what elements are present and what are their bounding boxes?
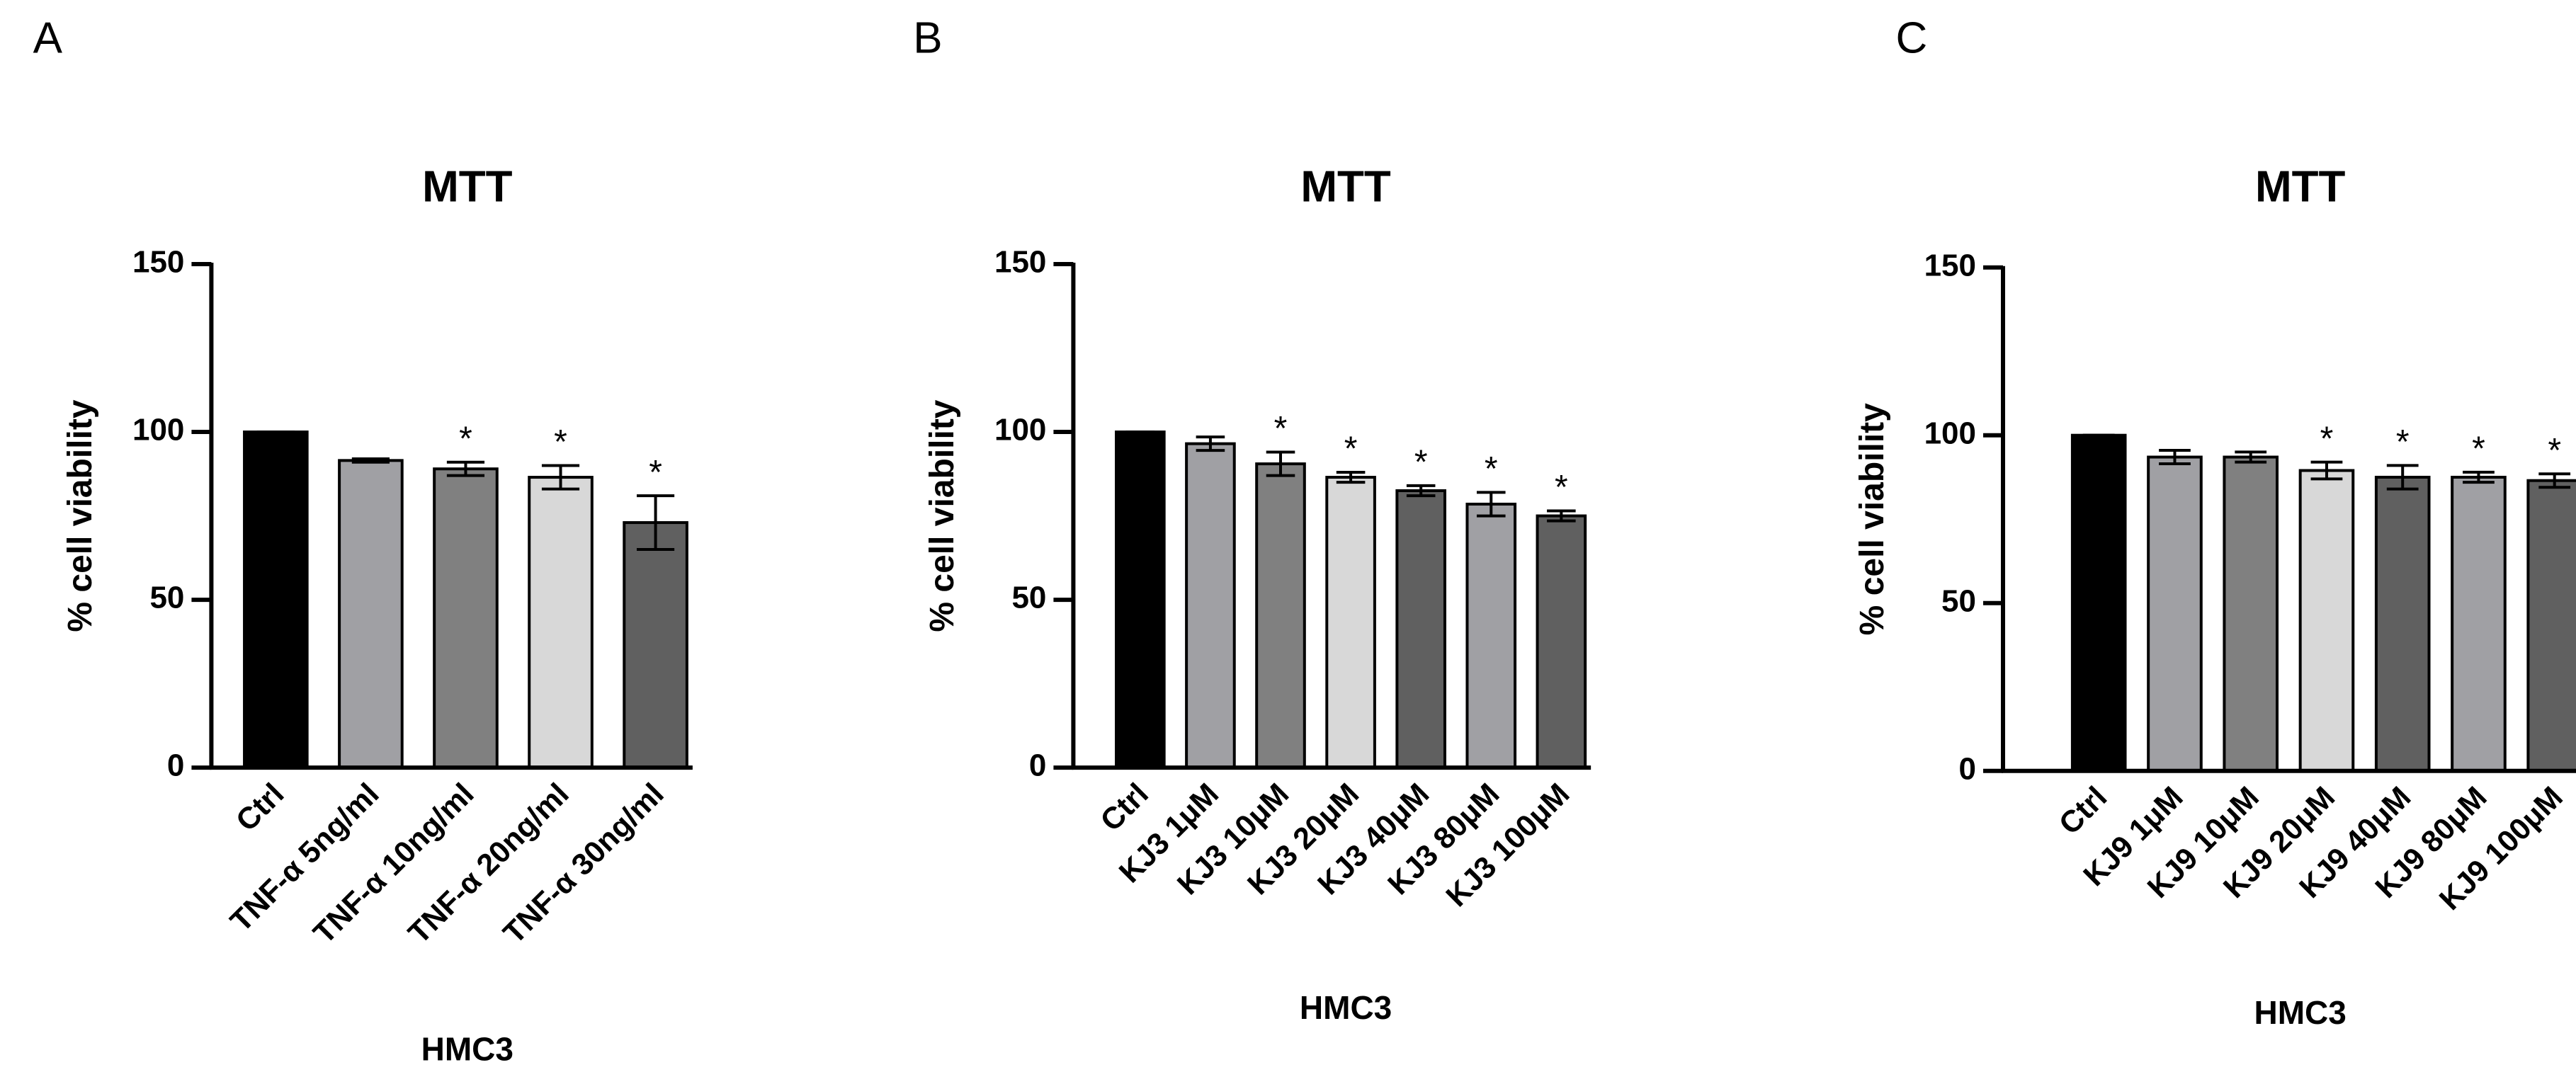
error-bar xyxy=(2310,460,2343,481)
panel-label: C xyxy=(1895,14,1927,63)
bar xyxy=(1536,514,1587,770)
significance-marker: * xyxy=(459,420,472,457)
x-tick-label: Ctrl xyxy=(2053,780,2113,841)
significance-marker: * xyxy=(554,423,567,461)
error-bar xyxy=(351,457,390,464)
error-bar xyxy=(1406,484,1436,498)
bar xyxy=(2451,475,2507,772)
significance-marker: * xyxy=(1485,450,1498,488)
chart-title: MTT xyxy=(422,162,513,211)
chart-title: MTT xyxy=(2255,162,2346,211)
significance-marker: * xyxy=(649,454,662,491)
bar xyxy=(2298,469,2355,772)
significance-marker: * xyxy=(1344,430,1358,468)
error-bar xyxy=(1476,491,1506,518)
bar xyxy=(433,467,499,770)
error-bar xyxy=(446,460,485,477)
y-tick-label: 100 xyxy=(132,413,184,447)
y-axis-label: % cell viability xyxy=(924,399,961,632)
bar xyxy=(1115,430,1166,770)
chart-title: MTT xyxy=(1300,162,1391,211)
bar xyxy=(623,521,688,770)
panel-label: A xyxy=(33,14,63,63)
error-bar xyxy=(1196,435,1225,452)
panel-label: B xyxy=(913,14,942,63)
bar xyxy=(1465,502,1517,770)
y-tick-label: 0 xyxy=(167,748,184,783)
significance-marker: * xyxy=(2548,432,2561,469)
significance-marker: * xyxy=(2472,430,2485,468)
y-tick-label: 0 xyxy=(1959,751,1976,786)
significance-marker: * xyxy=(1274,410,1288,447)
y-tick-label: 50 xyxy=(1941,583,1976,618)
x-axis-label: HMC3 xyxy=(421,1030,514,1067)
error-bar xyxy=(541,464,580,491)
x-tick-label: TNF-α 20ng/ml xyxy=(402,777,575,950)
error-bar xyxy=(1547,509,1576,523)
bar xyxy=(1325,476,1376,770)
y-tick-label: 150 xyxy=(1924,248,1976,283)
y-tick-label: 150 xyxy=(132,245,184,280)
significance-marker: * xyxy=(1414,444,1428,481)
bar xyxy=(2526,479,2576,772)
error-bar xyxy=(1336,470,1366,484)
x-axis-label: HMC3 xyxy=(1300,989,1392,1026)
significance-marker: * xyxy=(2396,423,2410,461)
error-bar xyxy=(1266,450,1295,477)
y-tick-label: 0 xyxy=(1029,748,1046,783)
significance-marker: * xyxy=(1555,469,1568,506)
bar xyxy=(338,459,404,770)
error-bar xyxy=(636,494,675,551)
bar xyxy=(1395,489,1446,770)
x-tick-label: TNF-α 10ng/ml xyxy=(307,777,480,950)
bar xyxy=(243,430,309,770)
x-axis-label: HMC3 xyxy=(2254,994,2346,1031)
bar xyxy=(528,476,594,770)
error-bar xyxy=(2386,464,2419,491)
bar xyxy=(2147,455,2203,772)
error-bar xyxy=(2159,449,2191,466)
x-tick-label: Ctrl xyxy=(229,777,290,838)
bar xyxy=(2070,433,2127,772)
y-axis-label: % cell viability xyxy=(1854,403,1891,635)
y-tick-label: 100 xyxy=(994,413,1046,447)
y-tick-label: 100 xyxy=(1924,416,1976,450)
y-axis-label: % cell viability xyxy=(62,399,99,632)
bar xyxy=(2223,455,2279,772)
y-tick-label: 50 xyxy=(149,581,184,615)
significance-marker: * xyxy=(2320,420,2334,457)
x-tick-label: TNF-α 30ng/ml xyxy=(497,777,670,950)
error-bar xyxy=(2463,470,2495,484)
bar xyxy=(2374,475,2431,772)
y-tick-label: 150 xyxy=(994,245,1046,280)
bar xyxy=(1255,462,1306,770)
bar xyxy=(1185,442,1236,770)
x-tick-label: Ctrl xyxy=(1094,777,1155,838)
error-bar xyxy=(2235,450,2267,464)
error-bar xyxy=(2538,472,2571,489)
y-tick-label: 50 xyxy=(1011,581,1046,615)
